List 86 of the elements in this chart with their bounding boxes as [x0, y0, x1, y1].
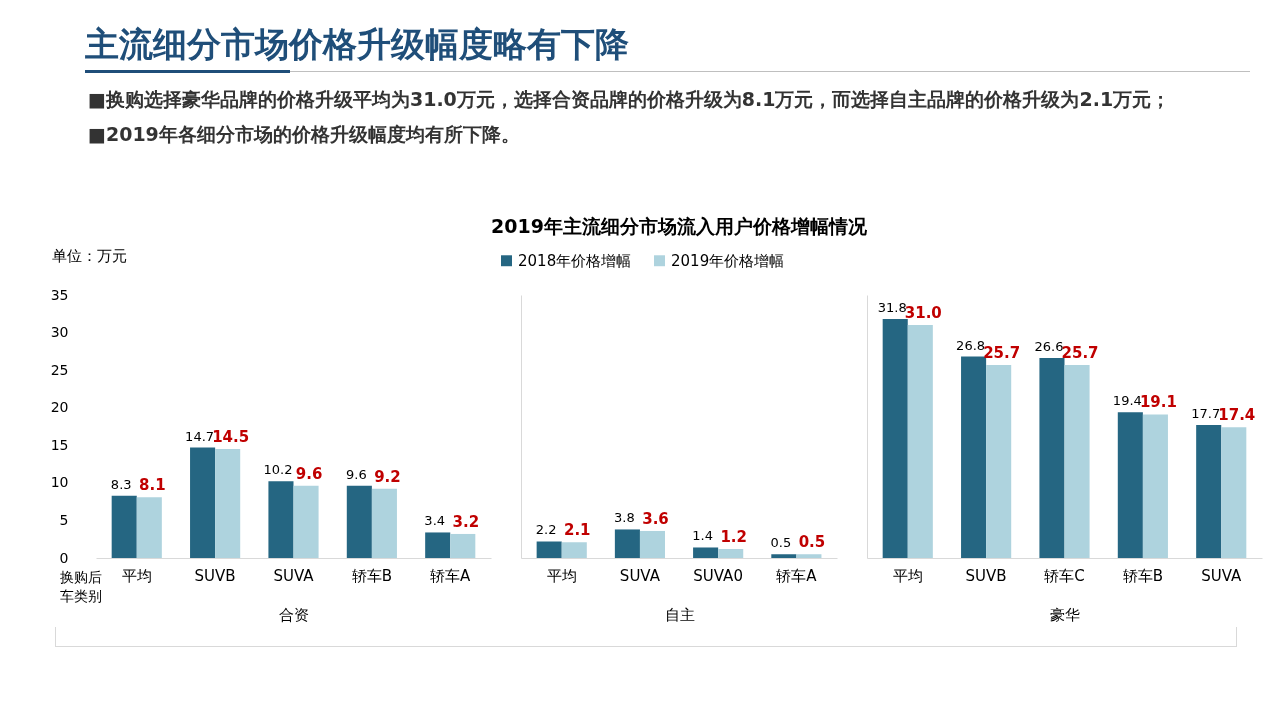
- data-label: 8.1: [139, 476, 166, 495]
- x-tick-label: 平均: [121, 566, 152, 585]
- bar: [561, 542, 587, 558]
- data-label: 1.2: [720, 527, 747, 546]
- x-tick-label: 轿车A: [430, 566, 472, 585]
- x-axis-title: 豪华: [1050, 605, 1080, 624]
- data-label: 19.4: [1112, 393, 1142, 409]
- data-label: 3.6: [642, 509, 669, 528]
- data-label: 3.2: [452, 512, 480, 531]
- data-label: 14.5: [212, 428, 250, 447]
- text: ■2019年各细分市场的价格升级幅度均有所下降。: [88, 123, 521, 146]
- x-axis-title: 自主: [664, 605, 695, 624]
- legend-label: 2019年价格增幅: [671, 251, 785, 270]
- chart-title: 2019年主流细分市场流入用户价格增幅情况: [491, 215, 868, 237]
- x-tick-label: SUVA: [619, 566, 661, 585]
- x-tick-label: 轿车B: [1122, 566, 1164, 585]
- x-tick-label: 轿车A: [776, 566, 818, 585]
- data-label: 3.8: [614, 510, 635, 526]
- bar: [346, 485, 372, 558]
- bar: [771, 554, 797, 558]
- x-tick-label: 轿车C: [1044, 566, 1085, 585]
- y-tick-label: 20: [50, 399, 69, 416]
- data-label: 0.5: [770, 535, 792, 551]
- data-label: 9.6: [345, 466, 367, 482]
- bar: [215, 449, 241, 558]
- bar: [1117, 412, 1143, 558]
- y-tick-label: 0: [59, 549, 69, 566]
- y-tick-label: 15: [50, 436, 69, 453]
- data-label: 31.8: [877, 300, 907, 316]
- data-label: 25.7: [983, 343, 1021, 362]
- bar: [425, 532, 451, 558]
- text: ■换购选择豪华品牌的价格升级平均为31.0万元，选择合资品牌的价格升级为8.1万元，而选择自主品牌的价格升级为2.1万元；: [88, 88, 1172, 111]
- y-tick-label: 25: [50, 361, 69, 378]
- bar: [111, 495, 137, 558]
- bar: [268, 481, 294, 558]
- data-label: 0.5: [798, 533, 826, 552]
- bar: [450, 533, 476, 558]
- bar: [639, 530, 666, 558]
- data-label: 14.7: [185, 428, 215, 444]
- bar: [718, 548, 744, 558]
- data-label: 8.3: [110, 476, 132, 492]
- x-tick-label: 平均: [546, 566, 577, 585]
- data-label: 2.1: [563, 521, 591, 540]
- bar: [293, 485, 319, 558]
- y-tick-label: 10: [50, 474, 69, 491]
- y-axis-title: 单位：万元: [51, 246, 127, 265]
- x-tick-label: SUVA0: [693, 566, 743, 585]
- data-label: 17.4: [1218, 406, 1256, 425]
- data-label: 3.4: [424, 513, 446, 529]
- y-tick-label: 5: [59, 511, 69, 528]
- chart-title: 主流细分市场价格升级幅度略有下降: [85, 23, 629, 66]
- data-label: 26.6: [1034, 339, 1064, 355]
- bar: [614, 529, 640, 558]
- bar: [986, 364, 1012, 558]
- bar: [1142, 414, 1168, 558]
- data-label: 10.2: [263, 462, 293, 478]
- data-label: 17.7: [1191, 406, 1221, 421]
- y-tick-label: 35: [50, 286, 69, 303]
- x-axis-title: 合资: [279, 605, 309, 624]
- bar: [796, 554, 822, 558]
- bar: [1221, 427, 1247, 558]
- bar: [136, 497, 162, 558]
- text: 换购后车类别: [60, 568, 110, 606]
- bar: [536, 541, 562, 558]
- x-tick-label: SUVA: [273, 566, 315, 585]
- x-tick-label: 平均: [892, 566, 923, 585]
- bar: [693, 547, 719, 558]
- bar: [882, 319, 908, 558]
- legend-label: 2018年价格增幅: [518, 251, 632, 270]
- bar: [1039, 358, 1065, 558]
- x-tick-label: SUVB: [965, 566, 1007, 585]
- data-label: 9.6: [295, 464, 323, 483]
- x-tick-label: SUVB: [194, 566, 236, 585]
- data-label: 25.7: [1061, 343, 1099, 362]
- bar: [371, 488, 397, 558]
- data-label: 2.2: [535, 522, 557, 538]
- bar: [907, 325, 933, 558]
- bar: [1196, 425, 1222, 558]
- data-label: 9.2: [374, 467, 401, 486]
- x-tick-label: 轿车B: [351, 566, 393, 585]
- y-tick-label: 30: [50, 324, 69, 341]
- bar: [961, 356, 987, 558]
- bar: [1064, 364, 1090, 558]
- data-label: 1.4: [692, 528, 713, 544]
- bar: [190, 447, 216, 558]
- x-tick-label: SUVA: [1201, 566, 1243, 585]
